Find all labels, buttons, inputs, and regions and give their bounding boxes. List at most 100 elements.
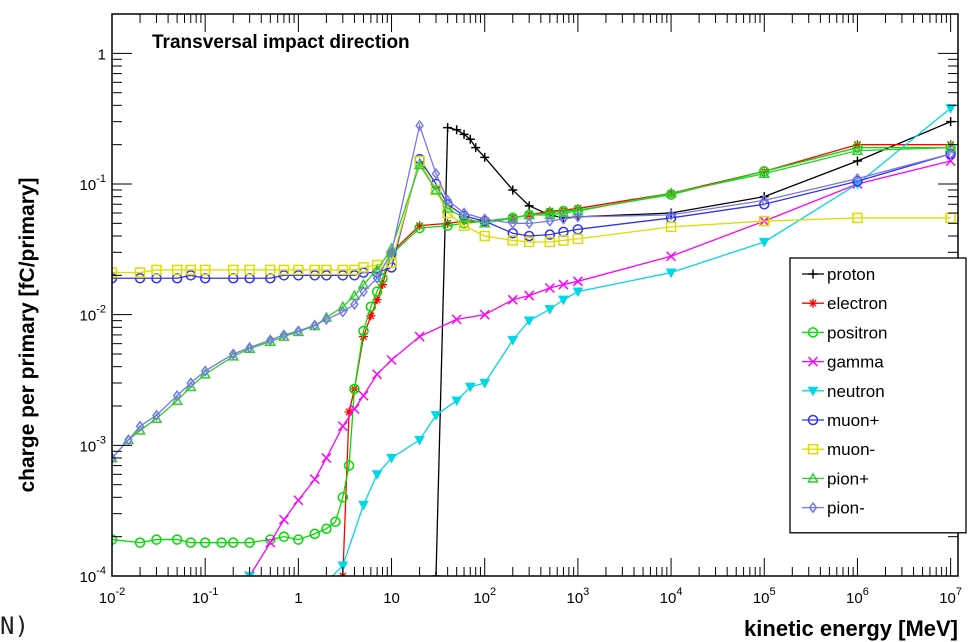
series-line-proton <box>435 121 951 576</box>
data-point <box>851 144 864 155</box>
x-tick-label: 1 <box>294 590 302 607</box>
legend-marker <box>808 501 818 514</box>
data-point <box>523 236 535 248</box>
data-point <box>358 325 369 337</box>
data-point <box>244 264 255 276</box>
legend-label: positron <box>827 323 887 342</box>
data-point <box>337 300 349 312</box>
data-point <box>386 354 397 366</box>
data-point <box>278 270 290 281</box>
data-point <box>414 222 425 234</box>
data-point <box>559 213 568 225</box>
data-point <box>344 407 354 417</box>
data-point <box>293 495 304 506</box>
legend-label: electron <box>827 294 887 313</box>
data-point <box>371 286 383 297</box>
data-point <box>479 378 491 389</box>
data-point <box>572 205 584 216</box>
data-point <box>185 264 196 276</box>
data-point <box>151 534 162 545</box>
y-tick-label: 10-1 <box>80 173 106 194</box>
data-point <box>441 202 454 213</box>
data-point <box>545 215 555 227</box>
data-point <box>309 264 321 276</box>
data-point <box>245 341 254 354</box>
data-point <box>216 537 227 548</box>
x-tick-label: 102 <box>473 586 496 607</box>
data-point <box>666 251 677 262</box>
data-point <box>415 119 424 132</box>
x-tick-label: 105 <box>753 586 776 607</box>
legend-marker <box>808 269 818 279</box>
data-point <box>279 329 289 341</box>
data-point <box>365 301 377 312</box>
data-point <box>228 348 238 360</box>
data-point <box>944 141 957 152</box>
data-point <box>321 270 332 281</box>
data-point <box>572 287 584 298</box>
data-point <box>459 129 469 139</box>
data-point <box>558 295 569 306</box>
data-point <box>758 237 770 248</box>
data-point <box>293 264 304 276</box>
legend-marker <box>807 386 819 397</box>
data-point <box>443 123 453 133</box>
data-point <box>199 264 211 276</box>
data-point <box>386 453 397 464</box>
data-point <box>759 194 769 207</box>
legend-marker <box>807 414 819 426</box>
data-point <box>358 332 368 342</box>
data-point <box>134 272 146 284</box>
data-point <box>171 394 183 405</box>
data-point <box>524 217 534 230</box>
data-point <box>338 306 348 318</box>
data-point <box>413 158 426 170</box>
legend-marker <box>807 443 819 455</box>
data-point <box>480 213 490 225</box>
data-point <box>350 298 359 311</box>
corner-text: N) <box>0 612 29 640</box>
data-point <box>544 236 556 248</box>
data-point <box>134 424 146 435</box>
legend-label: pion- <box>827 499 865 518</box>
data-point <box>478 217 491 228</box>
plot-marks <box>112 104 957 576</box>
data-point <box>184 380 197 392</box>
data-point <box>372 369 383 380</box>
x-tick-label: 10-1 <box>192 586 218 607</box>
data-point <box>337 492 349 503</box>
data-point <box>372 272 382 284</box>
data-point <box>852 142 863 153</box>
data-point <box>309 474 320 485</box>
data-point <box>372 295 382 305</box>
data-point <box>544 208 556 220</box>
legend-label: muon+ <box>827 411 880 430</box>
legend-label: proton <box>827 265 875 284</box>
data-point <box>524 290 535 301</box>
data-point <box>452 125 462 135</box>
data-point <box>358 262 369 273</box>
data-point <box>265 264 276 276</box>
x-tick-label: 10 <box>383 590 400 607</box>
legend-label: pion+ <box>827 469 869 488</box>
data-point <box>112 452 117 464</box>
data-point <box>443 218 453 228</box>
data-point <box>112 534 118 545</box>
data-point <box>349 270 360 281</box>
data-point <box>946 148 955 160</box>
data-point <box>199 537 211 548</box>
data-point <box>465 134 475 144</box>
data-point <box>171 264 183 276</box>
data-point <box>572 276 583 287</box>
data-point <box>665 268 677 279</box>
data-point <box>387 246 396 259</box>
data-point <box>293 270 304 281</box>
data-point <box>442 220 453 231</box>
data-point <box>265 534 276 545</box>
data-point <box>337 264 349 276</box>
data-point <box>544 305 556 315</box>
data-point <box>278 514 289 525</box>
data-point <box>464 382 476 393</box>
data-point <box>544 229 556 240</box>
data-point <box>151 264 162 276</box>
